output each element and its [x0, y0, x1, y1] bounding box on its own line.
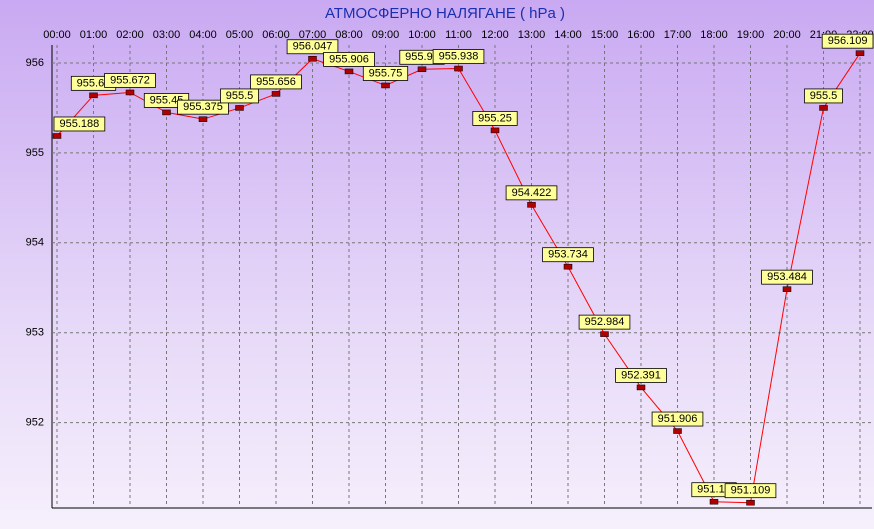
value-label-box	[286, 39, 339, 55]
marker	[782, 286, 792, 292]
x-tick-label: 15:00	[591, 29, 619, 41]
value-label: 955.25	[478, 112, 512, 124]
value-label-box	[821, 33, 874, 49]
x-tick-label: 01:00	[80, 29, 108, 41]
marker	[709, 498, 719, 505]
x-tick-label: 00:00	[43, 29, 71, 41]
value-label: 955.672	[110, 74, 150, 86]
marker	[89, 92, 98, 99]
value-label: 955.93	[405, 51, 439, 63]
value-label: 952.984	[585, 316, 625, 328]
x-tick-label: 05:00	[226, 29, 254, 41]
value-label: 953.484	[767, 271, 807, 283]
value-label-box	[53, 116, 106, 132]
value-label-box	[104, 73, 156, 88]
marker	[673, 428, 682, 434]
value-label: 955.656	[256, 76, 296, 88]
x-tick-label: 16:00	[627, 29, 655, 41]
value-label: 955.5	[226, 90, 254, 102]
marker	[527, 202, 536, 208]
value-label: 951.906	[658, 413, 698, 425]
marker	[344, 68, 354, 75]
marker	[636, 384, 646, 391]
value-label-box	[177, 99, 229, 115]
value-label-box	[542, 247, 594, 263]
value-label-box	[505, 185, 558, 201]
x-tick-label: 14:00	[554, 29, 582, 41]
value-label-box	[220, 88, 259, 104]
value-label-box	[323, 52, 375, 67]
value-label: 955.906	[329, 53, 369, 65]
x-tick-label: 20:00	[773, 29, 801, 41]
value-label: 955.64	[77, 77, 111, 89]
value-label: 953.734	[548, 249, 588, 261]
value-label: 955.5	[810, 90, 838, 102]
value-label: 955.188	[60, 118, 100, 130]
y-tick-label: 953	[26, 327, 44, 339]
y-tick-label: 956	[26, 57, 44, 69]
marker	[855, 50, 865, 56]
value-label: 954.422	[512, 187, 552, 199]
value-label: 951.12	[697, 484, 731, 496]
value-label: 955.375	[183, 101, 223, 113]
value-label-box	[472, 111, 518, 126]
x-tick-label: 07:00	[299, 29, 327, 41]
value-label-box	[651, 411, 704, 427]
x-tick-label: 08:00	[335, 29, 363, 41]
value-label: 955.938	[439, 50, 479, 62]
x-tick-label: 04:00	[189, 29, 217, 41]
marker	[454, 65, 463, 72]
marker	[746, 499, 755, 506]
value-label: 951.109	[731, 485, 771, 497]
marker	[417, 66, 427, 73]
x-tick-label: 09:00	[372, 29, 400, 41]
value-label-box	[804, 88, 843, 104]
x-tick-label: 17:00	[664, 29, 692, 41]
x-tick-label: 19:00	[737, 29, 765, 41]
chart-title: АТМОСФЕРНО НАЛЯГАНЕ ( hPa )	[325, 5, 565, 22]
x-tick-label: 12:00	[481, 29, 509, 41]
marker	[198, 116, 208, 122]
y-tick-label: 952	[26, 416, 44, 428]
value-label: 955.75	[369, 67, 403, 79]
x-tick-label: 18:00	[700, 29, 728, 41]
marker	[162, 109, 171, 116]
value-label-box	[724, 483, 777, 499]
x-tick-label: 06:00	[262, 29, 290, 41]
y-tick-label: 955	[26, 147, 44, 159]
marker	[563, 263, 573, 270]
x-tick-label: 11:00	[445, 29, 472, 41]
value-label: 955.45	[150, 94, 184, 106]
marker	[600, 331, 609, 337]
x-tick-label: 03:00	[153, 29, 181, 41]
y-tick-label: 954	[26, 237, 44, 249]
marker	[381, 82, 390, 89]
marker	[819, 105, 828, 111]
value-label-box	[578, 314, 631, 330]
value-label-box	[250, 74, 302, 90]
marker	[125, 89, 135, 96]
marker	[308, 56, 317, 62]
marker	[490, 127, 500, 134]
value-label: 956.109	[828, 35, 868, 47]
value-label-box	[615, 368, 667, 383]
x-tick-label: 10:00	[408, 29, 436, 41]
value-label-box	[432, 49, 485, 64]
x-tick-label: 13:00	[518, 29, 546, 41]
value-label: 956.047	[293, 41, 333, 53]
value-label-box	[362, 66, 409, 81]
marker	[271, 91, 281, 97]
value-label: 952.391	[621, 369, 661, 381]
marker	[235, 105, 244, 111]
value-label-box	[761, 269, 813, 285]
marker	[52, 133, 62, 139]
x-tick-label: 02:00	[116, 29, 144, 41]
